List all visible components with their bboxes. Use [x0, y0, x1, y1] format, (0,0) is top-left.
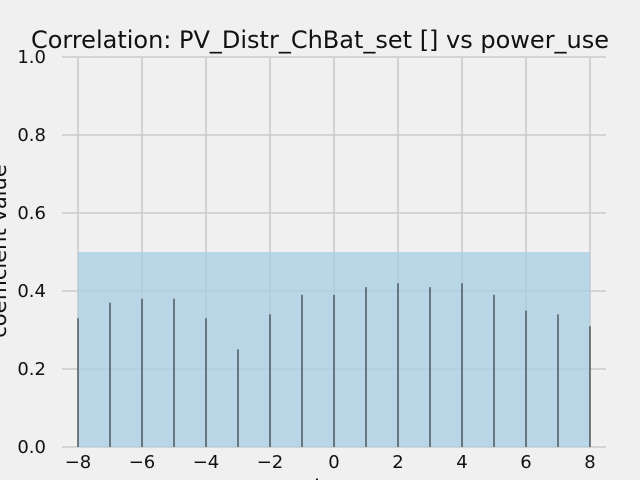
y-tick-label: 1.0: [17, 47, 46, 68]
x-tick-label: 8: [584, 452, 595, 473]
x-axis-label: lag: [314, 476, 346, 480]
y-axis-label: coefficient value: [0, 164, 11, 338]
y-tick-label: 0.2: [17, 359, 46, 380]
chart-title: Correlation: PV_Distr_ChBat_set [] vs po…: [31, 26, 609, 54]
x-tick-label: −4: [193, 452, 220, 473]
x-tick-label: −8: [65, 452, 92, 473]
x-tick-label: −6: [129, 452, 156, 473]
y-tick-label: 0.6: [17, 203, 46, 224]
tick-labels: −8 −6 −4 −2 0 2 4 6 8 0.0 0.2 0.4 0.6 0.8 1.0: [17, 47, 595, 473]
x-tick-label: 6: [520, 452, 531, 473]
x-tick-label: 0: [328, 452, 339, 473]
x-tick-label: 4: [456, 452, 467, 473]
x-tick-label: 2: [392, 452, 403, 473]
bar-series: [77, 283, 591, 447]
y-tick-label: 0.4: [17, 281, 46, 302]
y-tick-label: 0.0: [17, 437, 46, 458]
x-tick-label: −2: [257, 452, 284, 473]
y-tick-label: 0.8: [17, 125, 46, 146]
